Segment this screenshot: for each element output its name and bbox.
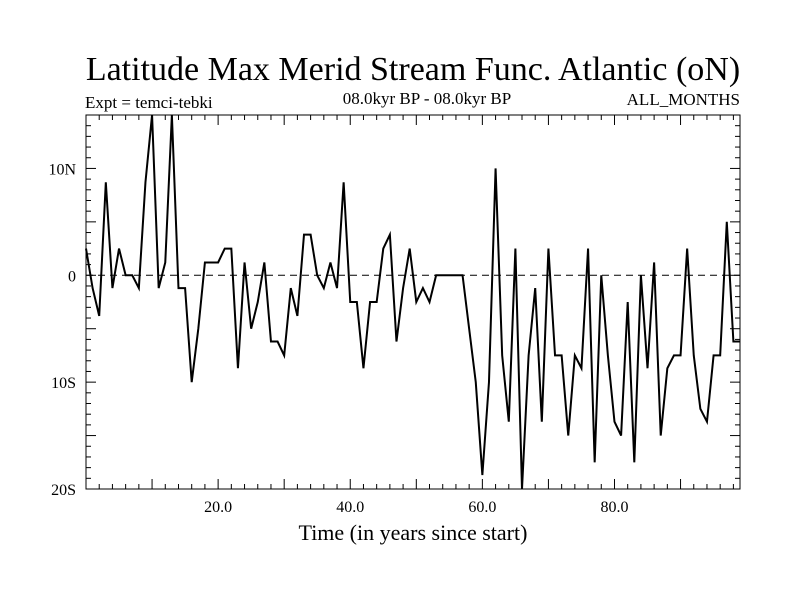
- experiment-label: Expt = temci-tebki: [85, 93, 213, 112]
- x-axis-label: Time (in years since start): [299, 520, 528, 545]
- months-label: ALL_MONTHS: [627, 90, 740, 109]
- series-group: [85, 114, 740, 490]
- chart-title: Latitude Max Merid Stream Func. Atlantic…: [86, 51, 740, 88]
- y-tick-label: 0: [68, 268, 76, 285]
- x-tick-label: 40.0: [336, 499, 364, 516]
- plot-frame: [85, 114, 741, 490]
- y-tick-label: 10S: [51, 375, 76, 392]
- period-label: 08.0kyr BP - 08.0kyr BP: [343, 89, 511, 108]
- x-tick-label: 80.0: [600, 499, 628, 516]
- y-tick-label: 10N: [48, 161, 76, 178]
- x-tick-label: 20.0: [204, 499, 232, 516]
- series-line: [85, 114, 740, 490]
- y-tick-label: 20S: [51, 482, 76, 499]
- axis-tick-labels: 20.0 40.0 60.0 80.0 10N 0 10S 20S: [48, 161, 628, 516]
- x-tick-label: 60.0: [468, 499, 496, 516]
